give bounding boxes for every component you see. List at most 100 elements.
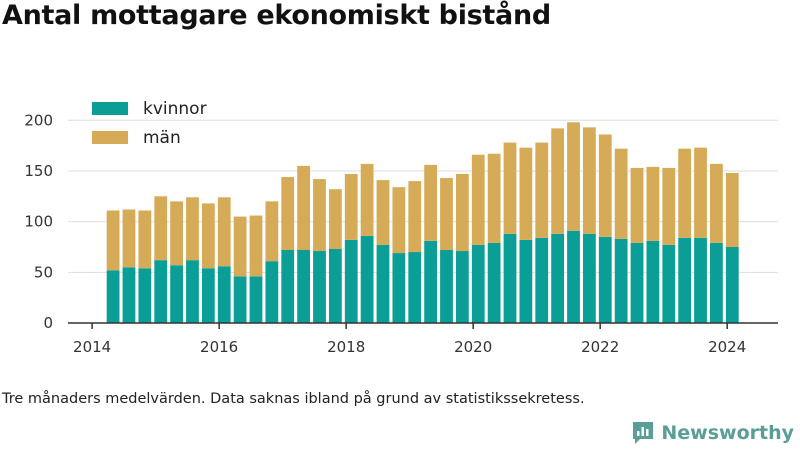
newsworthy-logo-icon	[633, 422, 654, 444]
bar-kvinnor	[709, 242, 723, 323]
bar-man	[424, 164, 438, 241]
bar-kvinnor	[201, 268, 215, 323]
bar-man	[344, 173, 358, 240]
x-tick-label: 2014	[73, 338, 111, 356]
bar-kvinnor	[138, 268, 152, 323]
bar-kvinnor	[313, 251, 326, 323]
bar-man	[186, 197, 199, 261]
bar-man	[440, 178, 453, 251]
bar-kvinnor	[122, 267, 136, 323]
bar-kvinnor	[440, 250, 453, 323]
y-tick-label: 150	[24, 162, 53, 180]
bar-man	[281, 177, 295, 251]
bar-man	[598, 134, 612, 237]
bar-kvinnor	[646, 240, 660, 323]
legend-label: kvinnor	[143, 99, 207, 119]
bar-kvinnor	[424, 240, 438, 323]
legend-label: män	[143, 128, 181, 148]
bar-kvinnor	[487, 242, 501, 323]
bar-man	[709, 163, 723, 243]
bar-kvinnor	[725, 246, 739, 323]
bar-man	[487, 153, 501, 243]
bars	[106, 122, 739, 323]
x-tick-label: 2016	[200, 338, 238, 356]
bar-man	[233, 216, 247, 277]
legend-swatch	[92, 102, 128, 115]
bar-man	[360, 163, 374, 236]
bar-kvinnor	[265, 261, 279, 323]
bar-man	[519, 147, 533, 240]
legend-swatch	[92, 131, 128, 144]
bar-kvinnor	[455, 251, 469, 323]
bar-man	[471, 154, 485, 245]
bar-man	[201, 203, 215, 269]
bar-man	[313, 179, 326, 252]
bar-man	[567, 122, 580, 231]
bar-kvinnor	[535, 237, 549, 323]
bar-man	[154, 196, 168, 261]
bar-man	[328, 189, 342, 250]
bar-man	[725, 172, 739, 247]
bar-kvinnor	[233, 276, 247, 323]
x-tick-label: 2022	[581, 338, 619, 356]
bar-kvinnor	[249, 276, 263, 323]
x-axis: 2014 2016 2018 2020 2022 2024	[68, 322, 778, 356]
bar-kvinnor	[662, 244, 676, 323]
bar-man	[582, 127, 596, 234]
y-tick-label: 50	[34, 263, 53, 281]
bar-man	[614, 148, 628, 239]
bar-kvinnor	[678, 237, 692, 323]
bar-kvinnor	[186, 260, 199, 323]
bar-man	[630, 167, 644, 243]
bar-kvinnor	[694, 237, 707, 323]
bar-kvinnor	[106, 270, 120, 323]
stacked-bar-chart: 0 50 100 150 200 2014 2016 2018 2020 2022 2024 kv…	[24, 99, 778, 356]
brand-logo[interactable]: Newsworthy	[631, 420, 794, 446]
bar-kvinnor	[344, 239, 358, 323]
bar-kvinnor	[598, 236, 612, 323]
bar-man	[694, 147, 707, 238]
bar-man	[646, 166, 660, 241]
x-tick-label: 2020	[454, 338, 492, 356]
bar-man	[503, 142, 517, 234]
bar-man	[392, 187, 406, 254]
brand-name: Newsworthy	[661, 422, 794, 444]
bar-kvinnor	[217, 266, 231, 323]
bar-man	[217, 197, 231, 267]
bar-man	[535, 142, 549, 238]
bar-man	[662, 167, 676, 245]
bar-man	[297, 165, 311, 251]
bar-man	[122, 209, 136, 268]
bar-man	[106, 210, 120, 271]
bar-kvinnor	[376, 244, 390, 323]
x-tick-label: 2018	[327, 338, 365, 356]
y-axis-ticks: 0 50 100 150 200	[24, 111, 53, 332]
bar-man	[170, 201, 183, 266]
bar-kvinnor	[614, 238, 628, 323]
bar-man	[376, 180, 390, 245]
bar-kvinnor	[567, 230, 580, 323]
bar-kvinnor	[281, 250, 295, 323]
chart-title: Antal mottagare ekonomiskt bistånd	[2, 0, 551, 31]
footnote: Tre månaders medelvärden. Data saknas ib…	[2, 391, 585, 407]
bar-man	[265, 201, 279, 262]
x-tick-label: 2024	[708, 338, 746, 356]
bar-man	[551, 128, 565, 234]
bar-kvinnor	[360, 235, 374, 323]
y-tick-label: 200	[24, 111, 53, 129]
bar-man	[138, 210, 152, 269]
bar-man	[678, 148, 692, 238]
bar-kvinnor	[551, 233, 565, 323]
bar-man	[455, 173, 469, 252]
bar-kvinnor	[170, 265, 183, 323]
bar-man	[249, 215, 263, 277]
legend: kvinnor män	[92, 99, 207, 148]
bar-kvinnor	[408, 252, 422, 323]
bar-kvinnor	[582, 233, 596, 323]
y-tick-label: 0	[43, 314, 53, 332]
bar-kvinnor	[297, 250, 311, 323]
bar-kvinnor	[630, 242, 644, 323]
bar-kvinnor	[503, 233, 517, 323]
bar-kvinnor	[154, 260, 168, 323]
bar-kvinnor	[471, 244, 485, 323]
